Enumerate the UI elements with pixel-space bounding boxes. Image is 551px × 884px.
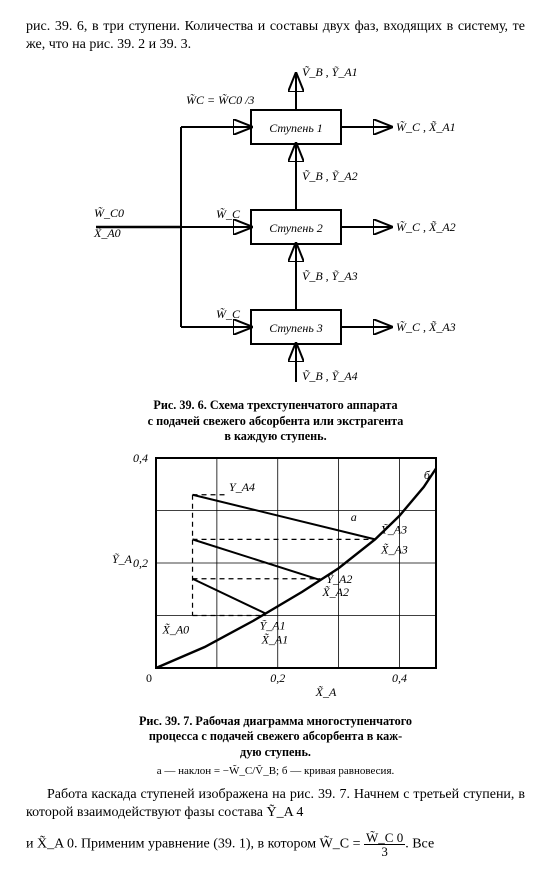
closing-text-1: Работа каскада ступеней изображена на ри…	[26, 786, 525, 822]
closing-text-2: и X̃_A 0. Применим уравнение (39. 1), в …	[26, 831, 525, 858]
stage1-label: Ступень 1	[269, 121, 323, 135]
left-xa0: X̃_A0	[93, 226, 121, 240]
svg-text:б: б	[423, 468, 430, 482]
svg-text:0,4: 0,4	[133, 451, 148, 465]
svg-text:Ỹ_A2: Ỹ_A2	[326, 572, 352, 586]
svg-text:0,4: 0,4	[391, 671, 406, 685]
figure-39-7: 00,20,40,20,4X̃_AỸ_AY_A4Ỹ_A3X̃_A3Ỹ_A2X̃_…	[96, 448, 456, 708]
svg-text:Y_A4: Y_A4	[229, 480, 255, 494]
s12-label: Ṽ_B , Ỹ_A2	[302, 169, 358, 183]
caption-39-6: Рис. 39. 6. Схема трехступенчатого аппар…	[50, 398, 501, 444]
svg-text:X̃_A2: X̃_A2	[321, 585, 349, 599]
svg-text:Ỹ_A1: Ỹ_A1	[259, 619, 285, 633]
svg-text:X̃_A0: X̃_A0	[161, 623, 189, 637]
right2: W̃_C , X̃_A2	[396, 220, 456, 234]
eq-wc: W̃C = W̃C0 /3	[186, 93, 254, 107]
left-wc0: W̃_C0	[94, 206, 124, 220]
s23-label: Ṽ_B , Ỹ_A3	[302, 269, 358, 283]
intro-text: рис. 39. 6, в три ступени. Количества и …	[26, 18, 525, 54]
svg-text:а: а	[350, 510, 356, 524]
svg-text:Ỹ_A3: Ỹ_A3	[381, 523, 407, 537]
svg-text:0,2: 0,2	[270, 671, 285, 685]
right3: W̃_C , X̃_A3	[396, 320, 456, 334]
svg-text:Ỹ_A: Ỹ_A	[111, 552, 132, 566]
svg-text:X̃_A3: X̃_A3	[380, 543, 408, 557]
stage3-label: Ступень 3	[269, 321, 323, 335]
bot-in: Ṽ_B , Ỹ_A4	[302, 369, 358, 383]
wc-bot: W̃_C	[216, 307, 241, 321]
stage2-label: Ступень 2	[269, 221, 323, 235]
figure-39-6: Ступень 1 Ступень 2 Ступень 3 Ṽ_B , Ỹ_A1…	[76, 62, 476, 392]
caption-39-7: Рис. 39. 7. Рабочая диаграмма многоступе…	[50, 714, 501, 760]
svg-text:0,2: 0,2	[133, 556, 148, 570]
svg-text:0: 0	[146, 671, 152, 685]
fraction: W̃_C 0 3	[364, 831, 405, 858]
top-out: Ṽ_B , Ỹ_A1	[302, 65, 358, 79]
svg-text:X̃_A1: X̃_A1	[260, 633, 288, 647]
subcaption-39-7: а — наклон = −W̃_C/Ṽ_B; б — кривая равно…	[36, 764, 515, 778]
svg-text:X̃_A: X̃_A	[314, 685, 336, 699]
wc-mid: W̃_C	[216, 207, 241, 221]
right1: W̃_C , X̃_A1	[396, 120, 456, 134]
